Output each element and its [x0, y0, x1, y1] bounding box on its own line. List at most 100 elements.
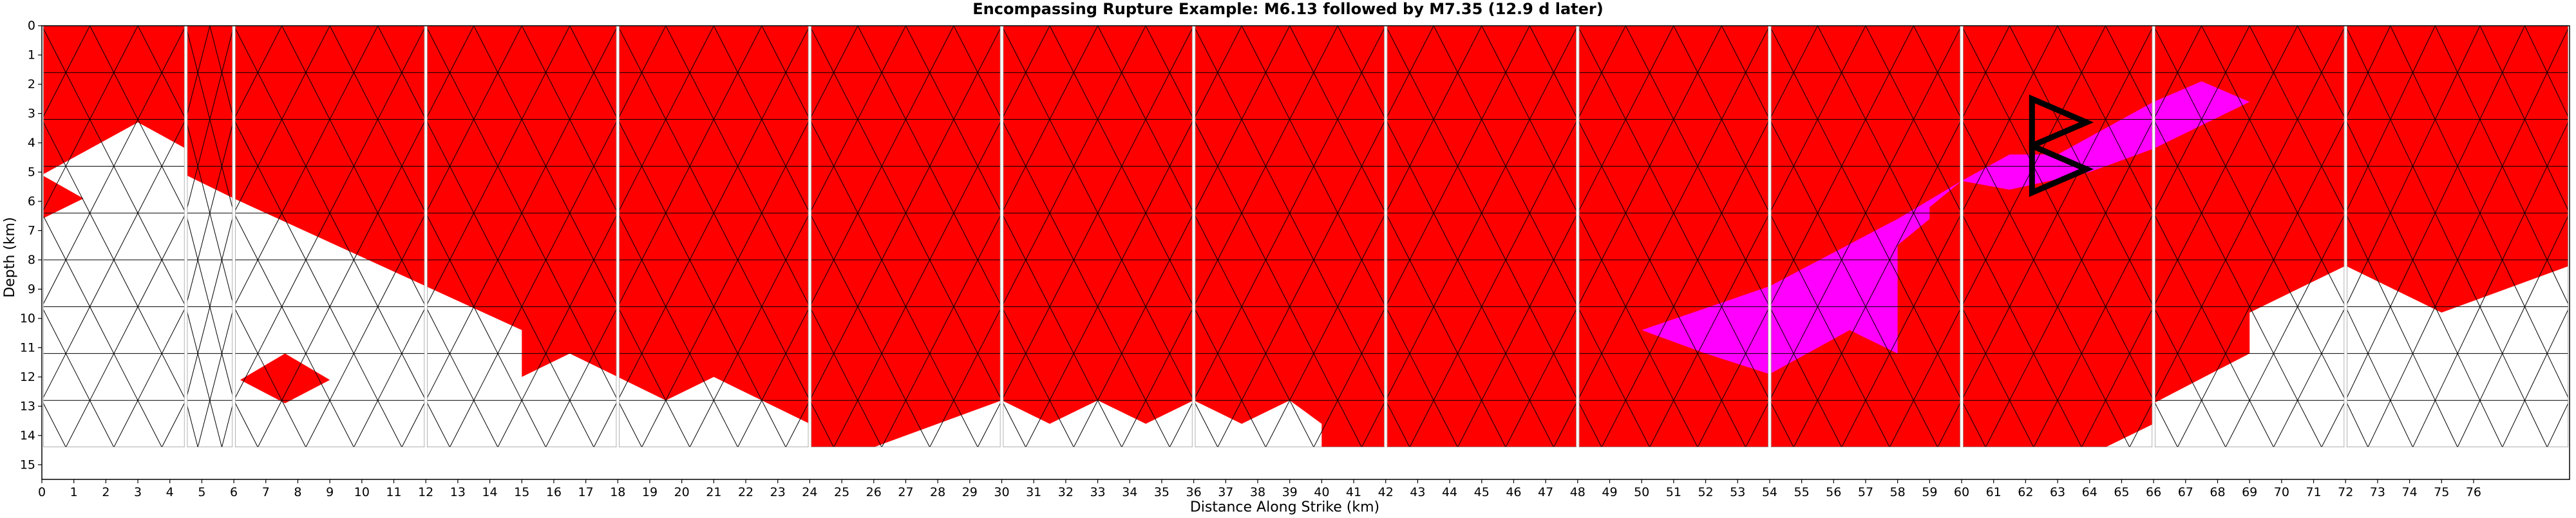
mesh-diagonal — [665, 119, 690, 167]
x-tick-label: 51 — [1666, 485, 1681, 499]
mesh-diagonal — [2479, 353, 2503, 401]
mesh-diagonal — [1697, 166, 1722, 214]
mesh-diagonal — [1963, 72, 1986, 118]
ruptured-region — [235, 26, 425, 286]
triangle-mesh — [811, 26, 1001, 447]
fault-panel — [1578, 26, 1768, 447]
mesh-diagonal — [1265, 353, 1291, 401]
triangle-mesh — [1578, 26, 1768, 447]
mesh-diagonal — [665, 26, 690, 73]
mesh-diagonal — [1865, 212, 1890, 261]
mesh-diagonal — [2347, 121, 2369, 167]
mesh-diagonal — [90, 212, 115, 261]
mesh-diagonal — [1073, 119, 1099, 167]
mesh-diagonal — [1481, 212, 1506, 261]
mesh-diagonal — [1817, 259, 1842, 307]
mesh-diagonal — [1770, 121, 1794, 167]
mesh-diagonal — [2347, 215, 2369, 261]
ruptured-region — [1195, 26, 1385, 447]
mesh-diagonal — [1433, 306, 1458, 354]
mesh-diagonal — [545, 119, 571, 167]
x-tick-label: 48 — [1570, 485, 1586, 499]
x-tick-label: 49 — [1602, 485, 1617, 499]
second-rupture-region — [1770, 181, 1961, 374]
mesh-diagonal — [2367, 26, 2391, 73]
mesh-diagonal — [1265, 306, 1291, 354]
mesh-diagonal — [1913, 353, 1938, 401]
mesh-diagonal — [2434, 400, 2458, 447]
mesh-diagonal — [1985, 212, 2010, 261]
mesh-diagonal — [905, 26, 931, 73]
mesh-diagonal — [929, 166, 954, 214]
mesh-diagonal — [2177, 119, 2202, 167]
mesh-diagonal — [450, 26, 475, 73]
x-tick-label: 0 — [38, 485, 46, 499]
mesh-diagonal — [811, 121, 835, 167]
mesh-diagonal — [2434, 306, 2458, 354]
mesh-diagonal — [2105, 353, 2130, 401]
mesh-diagonal — [450, 72, 475, 120]
mesh-diagonal — [43, 353, 66, 399]
mesh-diagonal — [1529, 119, 1554, 167]
mesh-diagonal — [1145, 119, 1170, 167]
mesh-diagonal — [1913, 119, 1938, 167]
mesh-diagonal — [1673, 259, 1698, 307]
mesh-diagonal — [1433, 259, 1458, 307]
mesh-diagonal — [953, 212, 978, 261]
mesh-diagonal — [2033, 212, 2058, 261]
mesh-diagonal — [1770, 72, 1794, 118]
mesh-diagonal — [2412, 306, 2436, 354]
mesh-diagonal — [1673, 212, 1698, 261]
mesh-diagonal — [1337, 119, 1362, 167]
mesh-diagonal — [90, 259, 115, 307]
mesh-diagonal — [2273, 306, 2298, 354]
mesh-diagonal — [2057, 353, 2082, 401]
mesh-diagonal — [1770, 259, 1794, 305]
mesh-diagonal — [1145, 26, 1170, 73]
mesh-diagonal — [187, 216, 198, 260]
mesh-diagonal — [1817, 212, 1842, 261]
mesh-diagonal — [1745, 166, 1768, 212]
mesh-diagonal — [2457, 212, 2481, 261]
mesh-diagonal — [1145, 72, 1170, 120]
mesh-diagonal — [257, 72, 283, 120]
mesh-diagonal — [1265, 166, 1291, 214]
mesh-diagonal — [401, 308, 425, 354]
mesh-diagonal — [833, 353, 858, 401]
mesh-diagonal — [1505, 353, 1530, 401]
mesh-diagonal — [281, 26, 307, 73]
fault-panel — [1770, 26, 1961, 447]
mesh-diagonal — [2129, 353, 2153, 399]
mesh-diagonal — [90, 353, 115, 401]
mesh-diagonal — [665, 166, 690, 214]
mesh-diagonal — [1913, 72, 1938, 120]
mesh-diagonal — [2155, 121, 2178, 167]
mesh-diagonal — [2273, 72, 2298, 120]
mesh-diagonal — [857, 259, 882, 307]
mesh-diagonal — [593, 72, 617, 118]
x-tick-label: 5 — [198, 485, 205, 499]
mesh-diagonal — [713, 306, 739, 354]
mesh-diagonal — [1817, 26, 1842, 73]
mesh-diagonal — [929, 400, 954, 447]
x-tick-label: 11 — [386, 485, 401, 499]
mesh-diagonal — [545, 400, 571, 447]
mesh-diagonal — [1625, 26, 1651, 73]
mesh-diagonal — [689, 119, 714, 167]
mesh-diagonal — [689, 212, 714, 261]
mesh-diagonal — [1673, 26, 1698, 73]
mesh-diagonal — [1697, 259, 1722, 307]
mesh-diagonal — [2177, 400, 2202, 447]
mesh-diagonal — [977, 27, 1001, 73]
mesh-diagonal — [1073, 212, 1099, 261]
mesh-diagonal — [1121, 212, 1146, 261]
mesh-diagonal — [2570, 73, 2576, 120]
y-tick-label: 14 — [20, 429, 35, 443]
mesh-diagonal — [353, 259, 379, 307]
mesh-diagonal — [977, 402, 1001, 447]
mesh-diagonal — [2249, 259, 2274, 307]
mesh-diagonal — [1793, 400, 1818, 447]
mesh-diagonal — [713, 72, 739, 120]
mesh-diagonal — [2390, 72, 2414, 120]
mesh-diagonal — [905, 400, 931, 447]
